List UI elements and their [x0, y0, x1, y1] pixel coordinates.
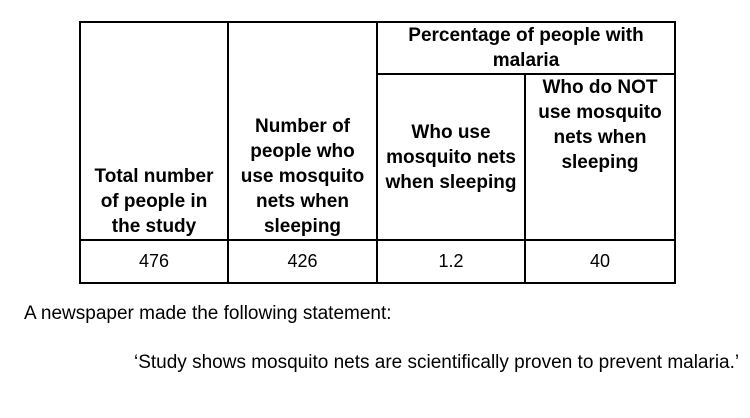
header-who-do-not-use: Who do NOT use mosquito nets when sleepi…: [524, 73, 676, 241]
header-total-people: Total number of people in the study: [79, 21, 229, 241]
header-who-use: Who use mosquito nets when sleeping: [376, 73, 526, 241]
data-table: Total number of people in the study Numb…: [79, 21, 676, 284]
cell-use-nets: 426: [227, 239, 378, 284]
header-use-nets: Number of people who use mosquito nets w…: [227, 21, 378, 241]
cell-pct-use: 1.2: [376, 239, 526, 284]
table-row: 476 426 1.2 40: [79, 239, 676, 284]
cell-total-people: 476: [79, 239, 229, 284]
statement-text: A newspaper made the following statement…: [24, 303, 392, 324]
quote-text: ‘Study shows mosquito nets are scientifi…: [134, 352, 740, 373]
cell-pct-not-use: 40: [524, 239, 676, 284]
header-percentage-group: Percentage of people with malaria: [376, 21, 676, 75]
